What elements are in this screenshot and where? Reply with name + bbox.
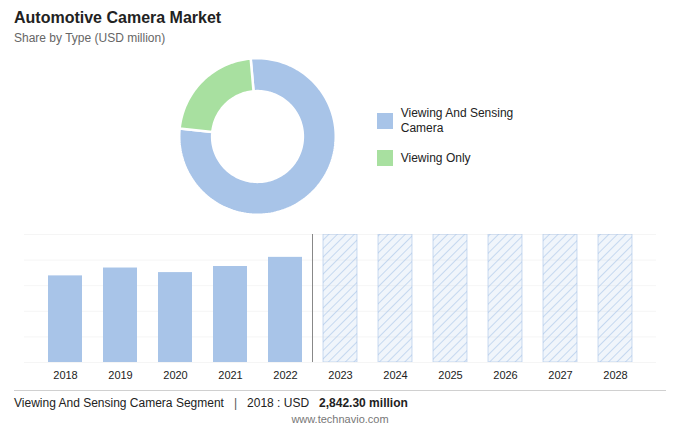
svg-text:2022: 2022 [273,369,297,381]
html-text:2018 : USD: 2018 : USD [247,396,310,410]
html-text:www.technavio.com: www.technavio.com [291,413,389,425]
svg-text:2028: 2028 [603,369,627,381]
html-text:Share by Type (USD million): Share by Type (USD million) [14,31,166,45]
svg-text:2020: 2020 [163,369,187,381]
html-text:Viewing Only: Viewing Only [400,150,471,165]
svg-text:2025: 2025 [438,369,462,381]
svg-text:2026: 2026 [493,369,517,381]
html-text:Viewing And Sensing Camera: Viewing And Sensing Camera [400,106,514,135]
svg-text:2023: 2023 [328,369,352,381]
svg-text:2018: 2018 [53,369,77,381]
svg-text:2027: 2027 [548,369,572,381]
html-text:2,842.30 million: 2,842.30 million [319,396,408,410]
svg-text:2021: 2021 [218,369,242,381]
html-text:Automotive Camera Market: Automotive Camera Market [14,9,222,26]
html-text:Viewing And Sensing Camera Seg: Viewing And Sensing Camera Segment [14,396,224,410]
svg-text:2024: 2024 [383,369,407,381]
svg-text:2019: 2019 [108,369,132,381]
